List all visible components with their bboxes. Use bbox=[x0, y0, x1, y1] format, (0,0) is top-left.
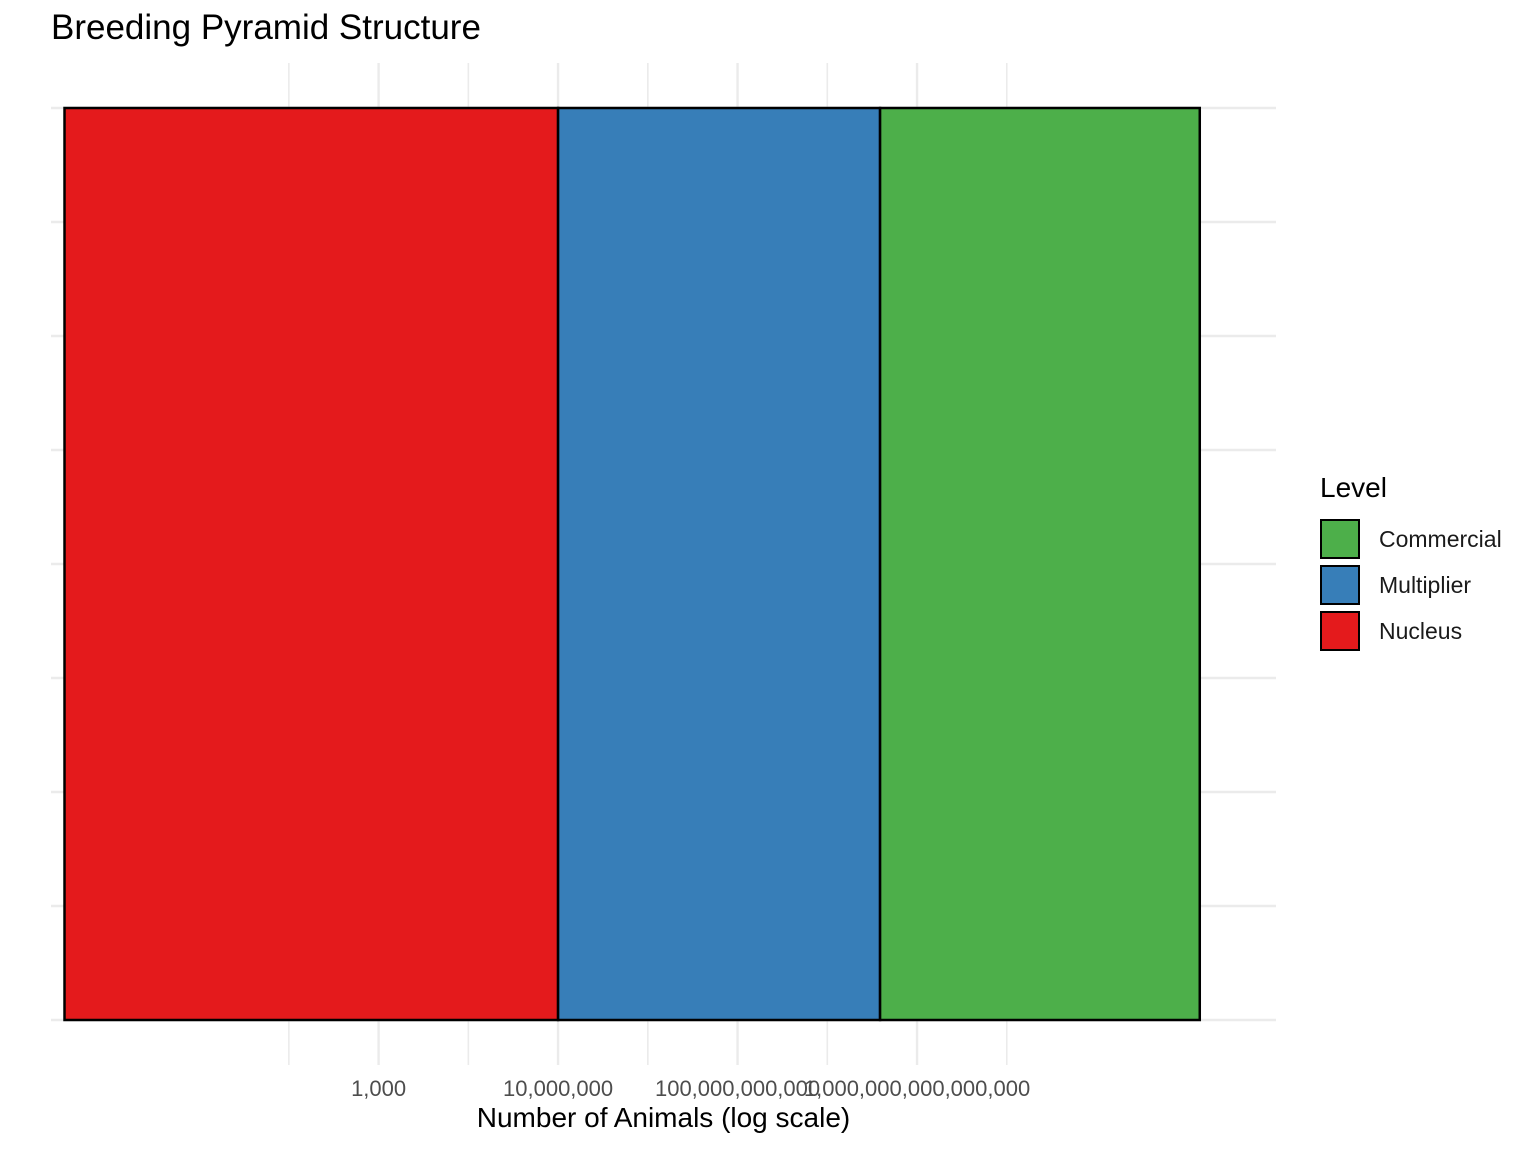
legend-key-nucleus bbox=[1320, 611, 1360, 651]
x-axis-ticks: 1,000 10,000,000 100,000,000,0001,000,000,… bbox=[351, 1076, 1030, 1101]
legend-item-nucleus: Nucleus bbox=[1320, 608, 1502, 654]
x-axis-title: Number of Animals (log scale) bbox=[476, 1102, 851, 1133]
legend-label-multiplier: Multiplier bbox=[1379, 571, 1472, 598]
bar-segment-multiplier bbox=[556, 106, 882, 1022]
legend-key-multiplier bbox=[1320, 565, 1360, 605]
bar-segment-nucleus bbox=[63, 106, 560, 1022]
legend-label-nucleus: Nucleus bbox=[1379, 617, 1463, 644]
bar-segments bbox=[63, 106, 1202, 1022]
legend-item-multiplier: Multiplier bbox=[1320, 562, 1502, 608]
x-tick-label: 1,000 bbox=[351, 1076, 406, 1101]
x-tick-label: 100,000,000,000 bbox=[655, 1076, 820, 1101]
legend-key-commercial bbox=[1320, 519, 1360, 559]
x-tick-label: 10,000,000 bbox=[503, 1076, 613, 1101]
legend: Level Commercial Multiplier Nucleus bbox=[1320, 472, 1502, 654]
bar-segment-commercial bbox=[878, 106, 1202, 1022]
chart-title: Breeding Pyramid Structure bbox=[51, 8, 481, 47]
legend-item-commercial: Commercial bbox=[1320, 516, 1502, 562]
legend-label-commercial: Commercial bbox=[1379, 525, 1502, 552]
legend-title: Level bbox=[1320, 472, 1387, 503]
x-tick-label: 1,000,000,000,000,000 bbox=[804, 1076, 1030, 1101]
